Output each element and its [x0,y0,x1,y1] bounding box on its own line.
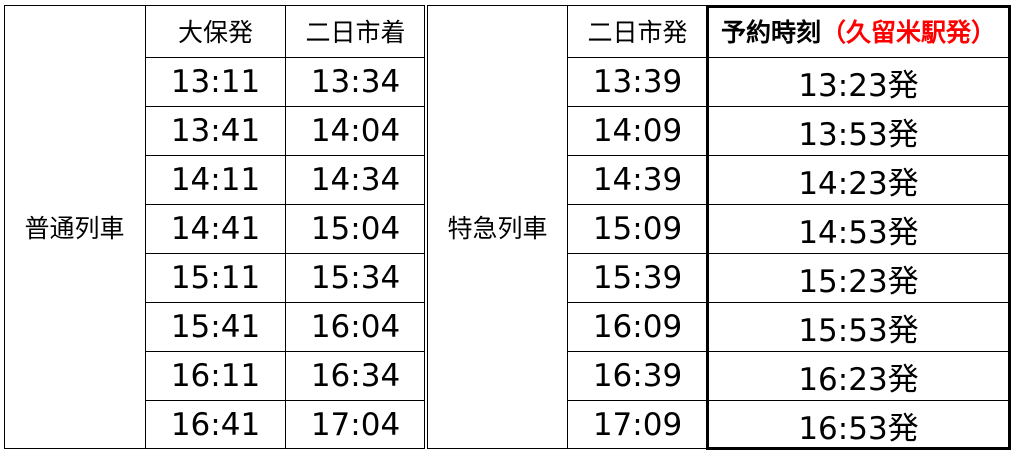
local-arrival-time: 14:34 [285,155,425,204]
local-arrival-time: 16:04 [285,302,425,351]
express-departure-time: 14:39 [567,155,707,204]
local-departure-time: 16:41 [145,400,285,449]
header-futsukaichi-departure: 二日市発 [567,5,707,57]
local-departure-time: 16:11 [145,351,285,400]
reservation-label: 予約時刻 [720,18,821,47]
reservation-time: 14:23発 [707,155,1010,204]
local-arrival-time: 14:04 [285,106,425,155]
express-departure-time: 14:09 [567,106,707,155]
reservation-time: 16:53発 [707,400,1010,449]
reservation-time: 13:53発 [707,106,1010,155]
header-ohori-departure: 大保発 [145,5,285,57]
reservation-note: （久留米駅発） [821,18,997,47]
express-departure-time: 15:09 [567,204,707,253]
local-departure-time: 15:11 [145,253,285,302]
header-futsukaichi-arrival: 二日市着 [285,5,425,57]
reservation-time: 15:53発 [707,302,1010,351]
group-express-train: 特急列車 [447,214,548,243]
group-local-train: 普通列車 [24,214,125,243]
local-departure-time: 13:41 [145,106,285,155]
double-divider [424,5,428,449]
local-arrival-time: 13:34 [285,57,425,106]
header-reservation-time: 予約時刻 （久留米駅発） [707,5,1010,57]
express-departure-time: 13:39 [567,57,707,106]
express-departure-time: 16:09 [567,302,707,351]
local-arrival-time: 15:34 [285,253,425,302]
reservation-time: 14:53発 [707,204,1010,253]
local-departure-time: 14:41 [145,204,285,253]
local-arrival-time: 15:04 [285,204,425,253]
reservation-time: 16:23発 [707,351,1010,400]
local-departure-time: 13:11 [145,57,285,106]
local-arrival-time: 16:34 [285,351,425,400]
reservation-time: 13:23発 [707,57,1010,106]
reservation-time: 15:23発 [707,253,1010,302]
express-departure-time: 17:09 [567,400,707,449]
local-departure-time: 14:11 [145,155,285,204]
local-arrival-time: 17:04 [285,400,425,449]
express-departure-time: 16:39 [567,351,707,400]
express-departure-time: 15:39 [567,253,707,302]
local-departure-time: 15:41 [145,302,285,351]
